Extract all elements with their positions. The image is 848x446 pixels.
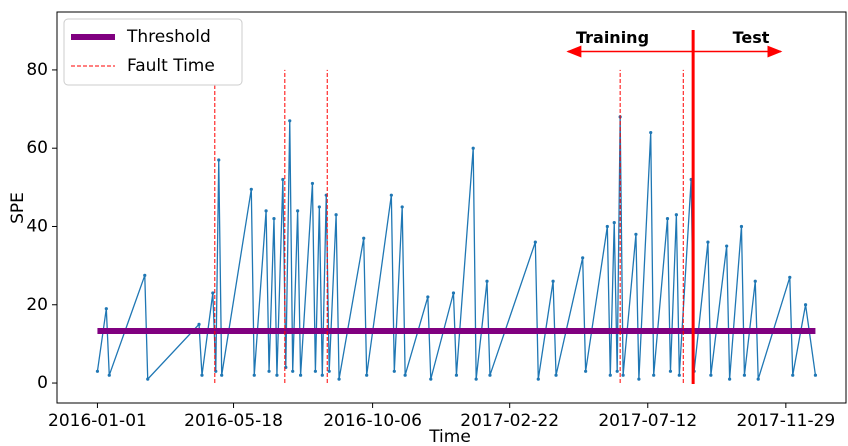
point [536, 377, 540, 381]
x-tick-label: 2016-05-18 [184, 411, 283, 431]
point [813, 373, 818, 377]
point [389, 193, 393, 197]
x-tick-label: 2017-11-29 [736, 411, 835, 431]
point [313, 369, 317, 373]
point [668, 369, 673, 373]
point [803, 303, 808, 307]
point [454, 373, 459, 377]
x-tick-label: 2016-10-06 [323, 411, 422, 431]
point [581, 256, 585, 260]
point [725, 244, 729, 248]
point [392, 369, 396, 373]
point [267, 369, 271, 373]
point [709, 373, 713, 377]
point [197, 322, 201, 326]
point [146, 377, 150, 381]
point [200, 373, 204, 377]
point [275, 373, 279, 377]
point [334, 213, 338, 217]
point [365, 373, 369, 377]
legend-label: Threshold [126, 27, 211, 47]
y-tick-label: 0 [37, 373, 48, 393]
point [337, 377, 341, 381]
x-tick-label: 2017-02-22 [460, 411, 559, 431]
point [756, 377, 760, 381]
point [584, 369, 588, 373]
training-label: Training [576, 28, 649, 47]
point [317, 205, 321, 209]
point [403, 373, 407, 377]
point [739, 224, 744, 229]
point [252, 373, 256, 377]
point [788, 275, 792, 279]
point [288, 119, 292, 123]
point [706, 240, 710, 244]
x-tick-label: 2017-07-12 [598, 411, 697, 431]
point [143, 273, 147, 278]
point [296, 209, 300, 213]
point [637, 377, 641, 381]
point [272, 217, 276, 221]
x-tick-label: 2016-01-01 [48, 411, 147, 431]
point [674, 213, 678, 217]
y-tick-label: 40 [26, 216, 48, 236]
point [400, 205, 404, 209]
point [104, 307, 108, 311]
point [426, 295, 430, 299]
point [677, 373, 681, 377]
y-tick-label: 60 [26, 138, 48, 158]
point [310, 181, 315, 186]
point [474, 377, 478, 381]
point [634, 232, 638, 236]
legend-label: Fault Time [127, 56, 215, 76]
point [608, 373, 612, 377]
point [281, 177, 285, 182]
point [264, 209, 268, 213]
point [485, 279, 489, 283]
point [652, 373, 656, 377]
point [362, 236, 366, 240]
point [220, 373, 224, 377]
x-axis-label: Time [428, 427, 471, 442]
point [649, 130, 653, 135]
point [753, 279, 757, 283]
point [451, 291, 456, 295]
point [95, 369, 100, 373]
point [327, 369, 331, 373]
point [107, 373, 111, 377]
point [299, 373, 303, 377]
point [791, 373, 795, 377]
point [665, 217, 670, 221]
point [615, 369, 619, 373]
point [554, 373, 558, 377]
y-tick-label: 80 [26, 60, 48, 80]
point [488, 373, 492, 377]
point [249, 187, 253, 191]
point [320, 373, 324, 377]
point [217, 158, 221, 162]
test-label: Test [733, 28, 770, 47]
point [612, 220, 616, 225]
point [429, 377, 433, 381]
point [471, 146, 475, 150]
point [533, 240, 537, 244]
point [291, 369, 295, 373]
point [742, 373, 747, 377]
point [551, 279, 555, 283]
y-tick-label: 20 [26, 295, 48, 315]
point [605, 224, 609, 229]
point [728, 377, 732, 381]
y-axis-label: SPE [8, 192, 28, 224]
point [621, 373, 625, 377]
point [211, 291, 215, 295]
